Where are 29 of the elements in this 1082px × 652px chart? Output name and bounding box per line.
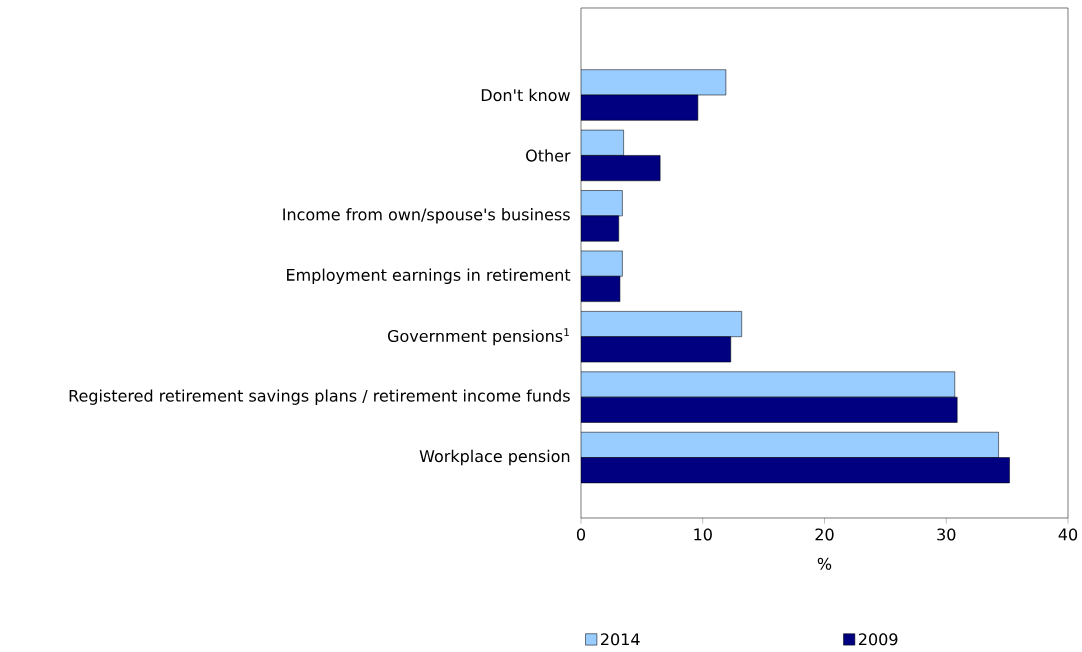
bar — [581, 129, 624, 156]
bar — [581, 431, 999, 458]
bar — [581, 155, 661, 182]
x-tick-label: 0 — [576, 528, 586, 541]
bar — [581, 336, 732, 363]
bar — [581, 457, 1010, 484]
x-tick-label: 10 — [694, 528, 712, 541]
bar — [581, 276, 621, 302]
bar — [581, 396, 958, 423]
bar — [581, 250, 623, 277]
bar — [581, 215, 620, 242]
bar — [581, 190, 623, 217]
y-tick-label: Don't know — [481, 88, 570, 102]
y-tick-label: Registered retirement savings plans / retirement income funds — [69, 389, 570, 405]
y-tick-label: Income from own/spouse's business — [283, 208, 570, 224]
bar — [581, 69, 727, 96]
y-tick-label: Employment earnings in retirement — [287, 268, 571, 285]
x-tick-label: 30 — [937, 528, 956, 541]
x-tick-label: 20 — [815, 528, 834, 541]
x-tick-label: 40 — [1058, 528, 1078, 541]
y-tick-label: Workplace pension — [419, 449, 570, 466]
x-axis-title: % — [817, 557, 832, 570]
y-tick-label: Government pensions$^{1}$ — [387, 328, 569, 346]
bar — [581, 311, 742, 337]
legend-label: 2009 — [858, 633, 898, 646]
bar — [581, 94, 699, 121]
y-tick-label: Other — [526, 149, 571, 162]
bar — [581, 371, 956, 398]
legend-label: 2014 — [601, 633, 640, 646]
